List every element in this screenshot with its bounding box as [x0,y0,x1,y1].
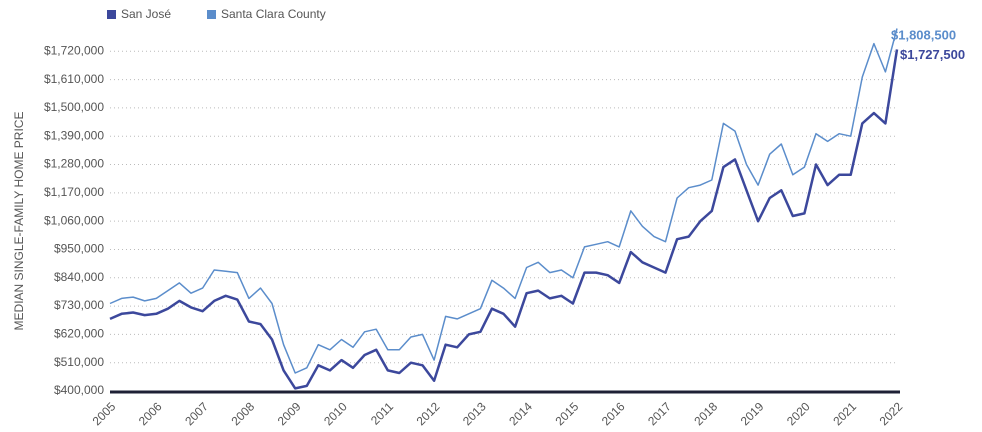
x-tick-label: 2014 [506,399,535,428]
legend-label: Santa Clara County [221,7,326,21]
x-tick-label: 2017 [645,399,674,428]
legend-label: San José [121,7,171,21]
x-tick-label: 2022 [877,399,906,428]
y-tick-label: $1,390,000 [44,128,104,142]
y-tick-label: $1,500,000 [44,100,104,114]
x-tick-label: 2009 [275,399,304,428]
y-tick-label: $950,000 [54,242,104,256]
y-tick-label: $620,000 [54,327,104,341]
series-line [109,49,899,390]
x-tick-label: 2015 [553,399,582,428]
y-tick-label: $1,170,000 [44,185,104,199]
x-tick-label: 2013 [460,399,489,428]
x-tick-label: 2007 [182,399,211,428]
y-tick-label: $1,720,000 [44,43,104,57]
x-tick-label: 2018 [691,399,720,428]
y-tick-label: $730,000 [54,298,104,312]
x-tick-label: 2010 [321,399,350,428]
x-tick-label: 2016 [599,399,628,428]
x-tick-label: 2005 [90,399,119,428]
x-tick-label: 2020 [784,399,813,428]
x-tick-label: 2011 [368,399,396,427]
y-axis-label: MEDIAN SINGLE-FAMILY HOME PRICE [12,112,26,331]
end-annotation: $1,727,500 [900,47,965,62]
series-line [109,28,898,374]
y-tick-label: $1,610,000 [44,72,104,86]
legend-swatch [207,10,216,19]
y-tick-label: $1,060,000 [44,213,104,227]
y-tick-label: $1,280,000 [44,157,104,171]
x-tick-label: 2021 [830,399,859,428]
x-tick-label: 2012 [414,399,443,428]
y-tick-label: $840,000 [54,270,104,284]
y-tick-label: $400,000 [54,383,104,397]
legend-swatch [107,10,116,19]
end-annotation: $1,808,500 [891,27,956,42]
x-tick-label: 2019 [738,399,767,428]
y-tick-label: $510,000 [54,355,104,369]
x-tick-label: 2008 [228,399,257,428]
x-tick-label: 2006 [136,399,165,428]
